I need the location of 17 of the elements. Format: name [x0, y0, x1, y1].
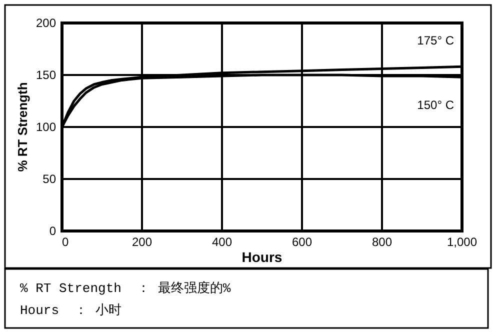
y-tick-label: 0 [49, 224, 56, 238]
y-tick-label: 100 [36, 120, 56, 134]
series-label: 175° C [417, 34, 454, 48]
text: Hours ： 小时 [20, 303, 122, 318]
x-tick-label: 200 [132, 235, 152, 249]
y-axis-title: % RT Strength [15, 82, 30, 172]
x-tick-label: 400 [212, 235, 232, 249]
y-tick-label: 200 [36, 16, 56, 30]
x-axis-title: Hours [242, 249, 282, 265]
y-tick-label: 50 [42, 172, 56, 186]
x-tick-label: 800 [372, 235, 392, 249]
y-tick-label: 150 [36, 68, 56, 82]
series-label: 150° C [417, 98, 454, 112]
text: % RT Strength ： 最终强度的% [20, 280, 231, 296]
x-tick-label: 0 [62, 235, 69, 249]
x-tick-label: 600 [292, 235, 312, 249]
x-tick-label: 1,000 [446, 235, 478, 249]
